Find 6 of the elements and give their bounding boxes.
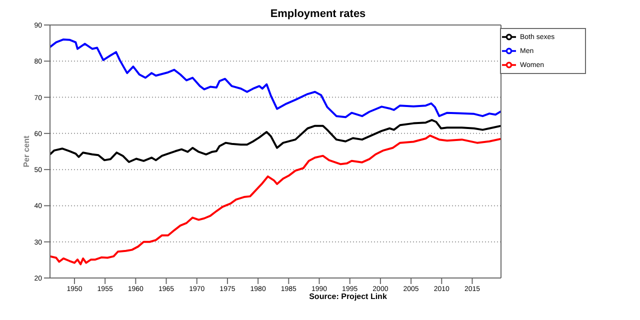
line-series bbox=[50, 38, 501, 118]
source-note: Source: Project Link bbox=[308, 292, 388, 301]
line-series bbox=[50, 119, 501, 163]
y-axis-title: Per cent bbox=[22, 135, 31, 168]
line-series bbox=[50, 134, 501, 266]
chart-title: Employment rates bbox=[269, 8, 367, 22]
